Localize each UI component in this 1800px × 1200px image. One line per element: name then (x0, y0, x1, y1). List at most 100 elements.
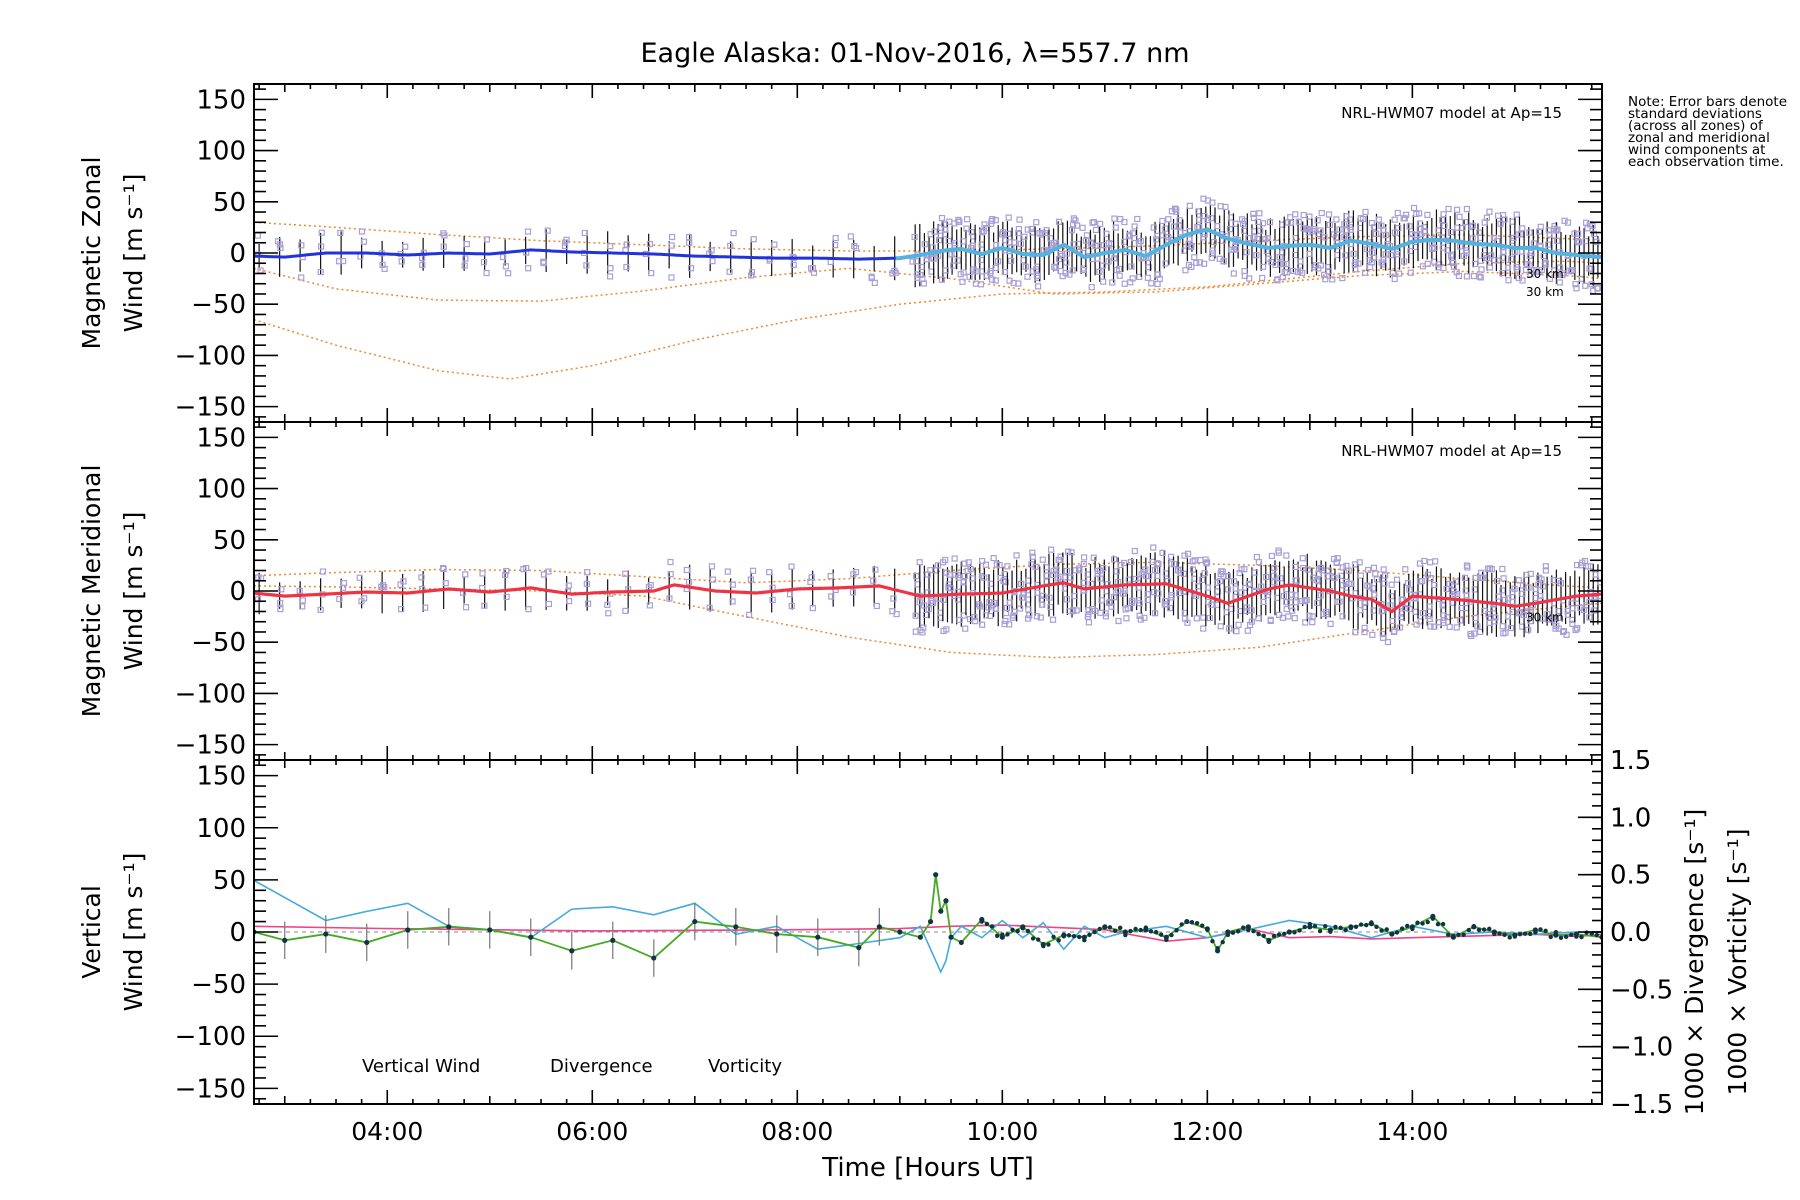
error-bar-note: Note: Error bars denote standard deviati… (1628, 94, 1788, 170)
scatter-point (920, 624, 927, 631)
scatter-point (1494, 577, 1501, 585)
vertical-wind-point (1184, 919, 1190, 924)
scatter-point (1477, 628, 1484, 636)
scatter-point (1293, 577, 1301, 584)
scatter-point (968, 229, 975, 236)
scatter-point (1182, 615, 1189, 622)
scatter-point (1208, 215, 1215, 222)
scatter-point (1053, 239, 1060, 246)
scatter-point (1450, 263, 1458, 270)
scatter-point (1564, 219, 1572, 226)
scatter-point (916, 599, 923, 606)
scatter-point (1297, 258, 1304, 265)
scatter-point (461, 262, 468, 269)
scatter-point (1400, 215, 1407, 222)
scatter-point (972, 618, 979, 625)
scatter-point (1497, 220, 1504, 227)
vertical-wind-point (933, 872, 939, 878)
scatter-point (832, 234, 839, 242)
vertical-wind-point (1476, 927, 1482, 933)
scatter-point (1046, 594, 1053, 601)
vertical-wind-point (1579, 934, 1584, 940)
scatter-point (913, 573, 920, 580)
scatter-point (1391, 275, 1398, 283)
scatter-point (1250, 210, 1257, 217)
scatter-point (1032, 563, 1039, 570)
scatter-point (1097, 575, 1104, 582)
scatter-point (1283, 269, 1290, 276)
scatter-point (1515, 577, 1522, 584)
scatter-point (828, 593, 835, 600)
scatter-point (1259, 274, 1266, 282)
scatter-point (1527, 271, 1534, 278)
scatter-point (1369, 585, 1377, 592)
scatter-point (1039, 601, 1046, 608)
scatter-point (1311, 226, 1318, 233)
scatter-point (1439, 216, 1446, 224)
vertical-wind-point (1066, 933, 1072, 938)
scatter-point (1491, 618, 1498, 625)
scatter-point (1063, 259, 1070, 266)
ytick-label: 50 (213, 866, 246, 896)
scatter-point (540, 571, 548, 578)
scatter-point (1500, 630, 1507, 637)
scatter-point (505, 270, 512, 277)
panel-meridional: 150 100 50 0 −50 −100 −150 Magnetic Meridional W… (77, 421, 1603, 761)
scatter-point (1072, 217, 1079, 224)
scatter-point (1476, 273, 1483, 280)
scatter-point (873, 602, 880, 610)
scatter-point (1064, 250, 1071, 257)
scatter-point (669, 233, 676, 241)
model-curve-1 (254, 267, 1602, 302)
scatter-point (1426, 603, 1433, 610)
vertical-wind-point (1225, 932, 1231, 938)
scatter-point (956, 616, 963, 624)
vertical-wind-point (1276, 932, 1282, 937)
vertical-wind-point (1512, 934, 1518, 939)
scatter-point (1196, 223, 1203, 231)
scatter-point (1050, 571, 1057, 579)
chart-title: Eagle Alaska: 01-Nov-2016, λ=557.7 nm (641, 38, 1190, 69)
scatter-point (1080, 561, 1087, 568)
scatter-point (1364, 246, 1371, 253)
vertical-wind-point (1179, 922, 1184, 927)
scatter-point (1033, 613, 1041, 620)
scatter-point (959, 238, 967, 245)
scatter-point (1352, 258, 1359, 266)
scatter-point (1431, 581, 1438, 589)
scatter-point (1309, 613, 1316, 620)
scatter-point (1463, 592, 1470, 599)
scatter-point (1289, 607, 1296, 614)
scatter-point (1196, 216, 1203, 223)
scatter-point (1513, 263, 1520, 271)
scatter-point (1345, 567, 1352, 574)
vertical-wind-point (1399, 926, 1405, 931)
vertical-wind-point (1230, 930, 1236, 935)
scatter-point (336, 595, 343, 603)
plot-area-meridional (254, 544, 1602, 659)
vertical-wind-point (1102, 925, 1108, 930)
ytick-label: −100 (175, 679, 246, 709)
scatter-point (1350, 250, 1357, 257)
scatter-point (992, 241, 1000, 249)
scatter-point (299, 603, 306, 610)
scatter-point (1108, 603, 1115, 610)
scatter-point (1526, 229, 1533, 236)
ylabel-line1: Magnetic Zonal (77, 157, 106, 350)
scatter-point (709, 258, 716, 265)
scatter-point (1556, 608, 1563, 615)
scatter-point (1241, 267, 1248, 275)
scatter-point (1361, 624, 1368, 632)
vertical-wind-point (1379, 928, 1384, 933)
scatter-point (1389, 617, 1397, 625)
scatter-point (499, 253, 507, 261)
scatter-point (1068, 549, 1075, 556)
scatter-point (1500, 248, 1507, 255)
scatter-point (520, 566, 527, 573)
scatter-point (1097, 220, 1104, 227)
scatter-point (1369, 631, 1376, 638)
vertical-wind-point (1405, 923, 1410, 929)
scatter-point (1519, 582, 1527, 589)
scatter-point (1002, 617, 1009, 625)
scatter-point (947, 585, 954, 592)
